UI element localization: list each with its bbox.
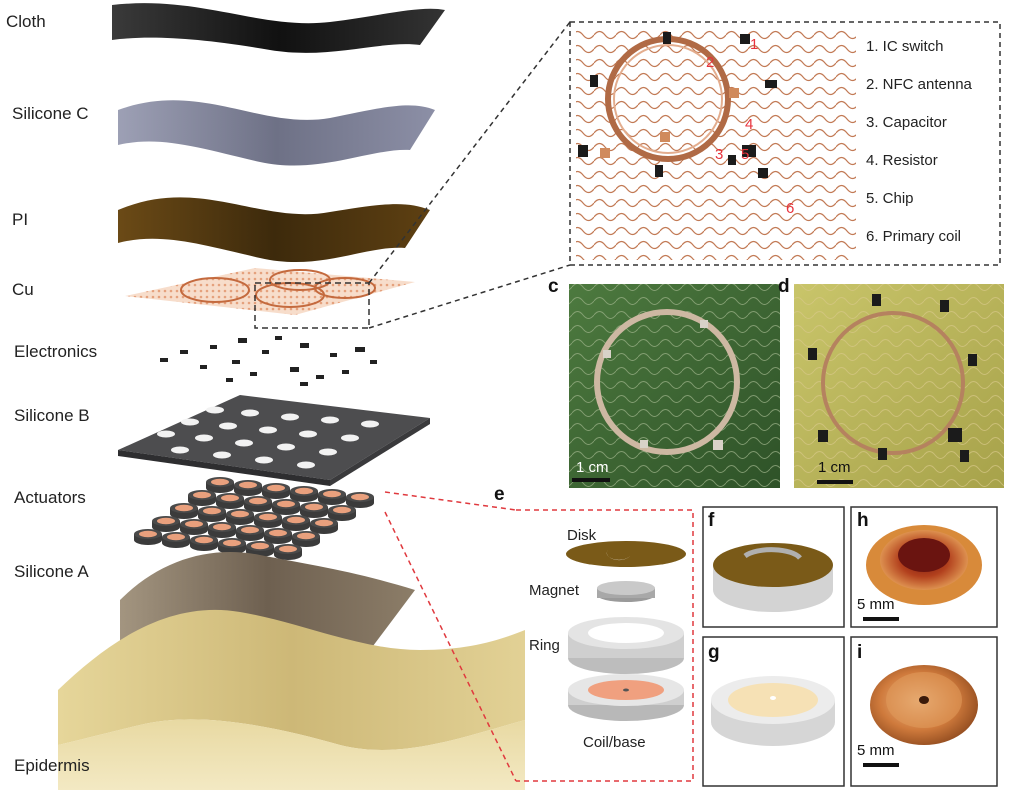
label-coil-base: Coil/base xyxy=(583,734,646,751)
actuator-unit xyxy=(162,532,190,548)
marker-1: 1 xyxy=(750,36,759,53)
epidermis-layer xyxy=(58,609,525,790)
marker-5: 5 xyxy=(741,146,750,163)
label-cloth: Cloth xyxy=(6,12,46,31)
actuator-unit xyxy=(264,528,292,544)
legend-resistor: 4. Resistor xyxy=(866,152,938,169)
actuator-unit xyxy=(282,515,310,531)
scale-c: 1 cm xyxy=(576,459,609,476)
pi-layer xyxy=(118,197,430,263)
actuator-unit xyxy=(346,492,374,508)
actuator-unit xyxy=(198,506,226,522)
actuator-unit xyxy=(152,516,180,532)
legend-ic-switch: 1. IC switch xyxy=(866,38,944,55)
actuator-unit xyxy=(218,538,246,554)
actuator-unit xyxy=(190,535,218,551)
scale-d: 1 cm xyxy=(818,459,851,476)
actuator-unit xyxy=(226,509,254,525)
scale-i: 5 mm xyxy=(857,742,895,759)
cloth-layer xyxy=(112,3,445,53)
panel-tag-g: g xyxy=(708,642,720,663)
panel-tag-i: i xyxy=(857,642,863,663)
legend-primary-coil: 6. Primary coil xyxy=(866,228,962,245)
actuator-exploded xyxy=(566,541,686,721)
actuator-unit xyxy=(180,519,208,535)
panel-tag-e: e xyxy=(494,484,505,505)
panel-tag-f: f xyxy=(708,510,715,531)
label-disk: Disk xyxy=(567,527,597,544)
actuator-unit xyxy=(236,525,264,541)
photo-h xyxy=(863,525,982,621)
actuator-unit xyxy=(262,483,290,499)
actuator-unit xyxy=(310,518,338,534)
electronics-layer xyxy=(160,336,377,386)
label-silicone-c: Silicone C xyxy=(12,104,89,123)
render-g xyxy=(711,676,835,746)
actuator-unit xyxy=(318,489,346,505)
label-silicone-a: Silicone A xyxy=(14,562,89,581)
photo-i xyxy=(863,665,978,767)
actuator-unit xyxy=(188,490,216,506)
label-silicone-b: Silicone B xyxy=(14,406,90,425)
actuator-unit xyxy=(328,505,356,521)
actuator-unit xyxy=(206,477,234,493)
legend-capacitor: 3. Capacitor xyxy=(866,114,947,131)
marker-2: 2 xyxy=(706,54,715,71)
label-electronics: Electronics xyxy=(14,342,98,361)
legend-nfc-antenna: 2. NFC antenna xyxy=(866,76,972,93)
photo-d xyxy=(794,284,1004,488)
actuators-layer xyxy=(134,477,374,560)
label-ring: Ring xyxy=(529,637,560,654)
label-cu: Cu xyxy=(12,280,34,299)
photo-c xyxy=(569,284,780,488)
panel-tag-d: d xyxy=(778,276,790,297)
actuator-unit xyxy=(292,531,320,547)
actuator-unit xyxy=(234,480,262,496)
marker-6: 6 xyxy=(786,200,795,217)
legend-chip: 5. Chip xyxy=(866,190,914,207)
label-magnet: Magnet xyxy=(529,582,580,599)
silicone-c-layer xyxy=(118,100,435,166)
panel-tag-c: c xyxy=(548,276,559,297)
actuator-unit xyxy=(254,512,282,528)
panel-tag-h: h xyxy=(857,510,869,531)
marker-3: 3 xyxy=(715,146,724,163)
cu-layer xyxy=(125,268,415,315)
actuator-unit xyxy=(290,486,318,502)
actuator-unit xyxy=(244,496,272,512)
actuator-unit xyxy=(272,499,300,515)
scale-h: 5 mm xyxy=(857,596,895,613)
label-pi: PI xyxy=(12,210,29,229)
label-epidermis: Epidermis xyxy=(14,756,90,775)
actuator-unit xyxy=(170,503,198,519)
render-f xyxy=(713,543,833,612)
actuator-unit xyxy=(134,529,162,545)
actuator-unit xyxy=(274,544,302,560)
cu-zoom-box xyxy=(254,282,370,329)
actuator-unit xyxy=(216,493,244,509)
marker-4: 4 xyxy=(745,116,754,133)
circuit-photo xyxy=(576,28,856,260)
label-actuators: Actuators xyxy=(14,488,86,507)
silicone-b-layer xyxy=(118,395,430,486)
actuator-unit xyxy=(300,502,328,518)
actuator-unit xyxy=(208,522,236,538)
